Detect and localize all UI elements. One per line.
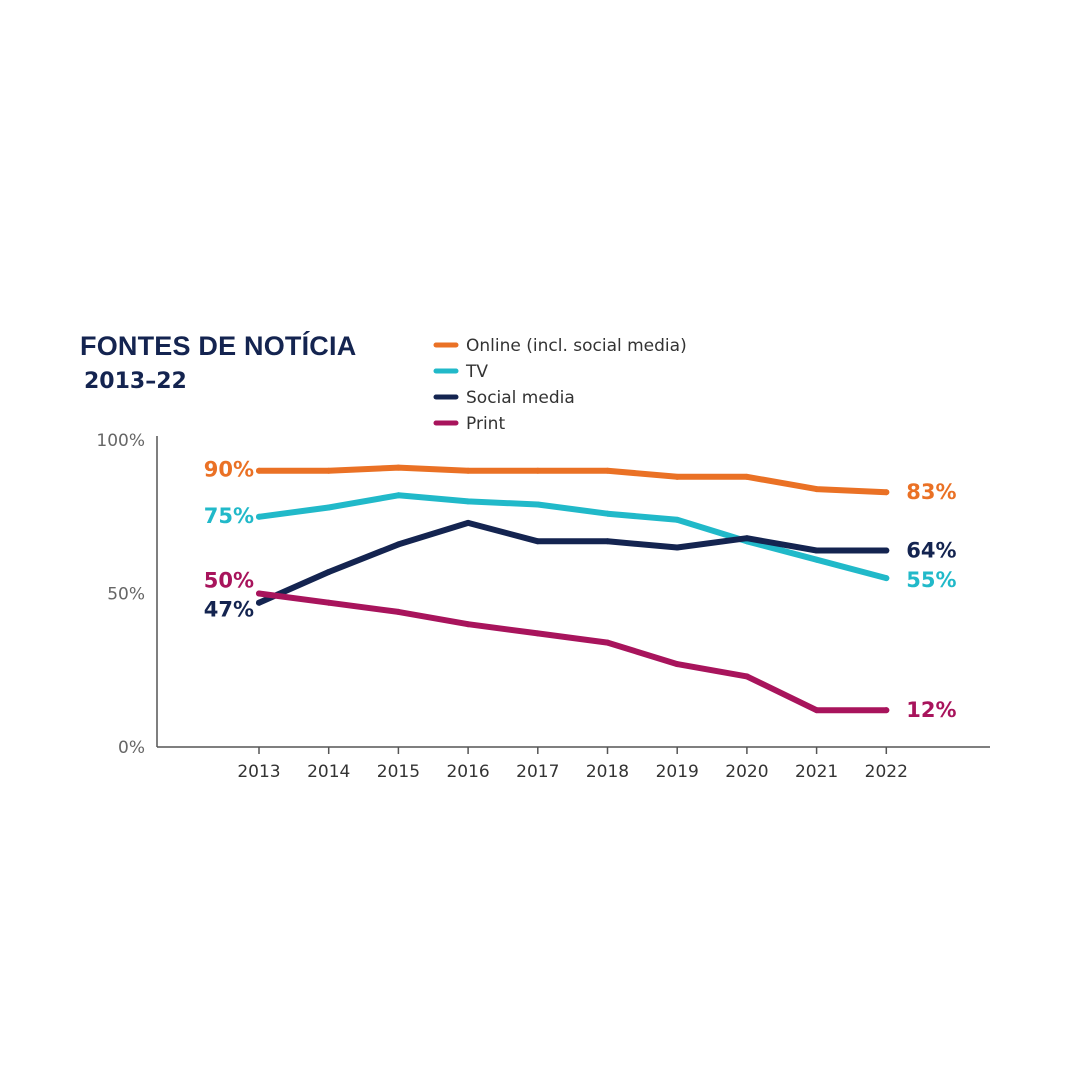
data-point (465, 519, 472, 526)
data-point (256, 590, 262, 597)
data-point (534, 501, 541, 508)
data-point (325, 569, 332, 576)
chart-subtitle: 2013–22 (84, 369, 187, 394)
data-point (256, 467, 262, 474)
data-point (465, 498, 472, 505)
data-point (813, 547, 820, 554)
start-value-label: 50% (204, 569, 254, 593)
x-tick-label: 2022 (865, 762, 908, 782)
data-point (883, 575, 890, 582)
legend-label: TV (465, 362, 488, 382)
data-point (534, 538, 541, 545)
y-tick-label: 50% (107, 585, 145, 605)
data-point (813, 707, 820, 714)
data-point (325, 467, 332, 474)
data-point (883, 489, 890, 496)
data-point (674, 661, 681, 668)
x-tick-label: 2020 (725, 762, 768, 782)
series-line-2 (256, 519, 890, 606)
series-line-0 (256, 464, 890, 496)
x-tick-label: 2016 (446, 762, 489, 782)
data-point (395, 492, 402, 499)
data-point (465, 621, 472, 628)
data-point (674, 473, 681, 480)
series-line-1 (256, 492, 890, 582)
data-point (883, 547, 890, 554)
x-tick-label: 2013 (237, 762, 280, 782)
chart-title: FONTES DE NOTÍCIA (80, 331, 357, 361)
x-tick-label: 2014 (307, 762, 350, 782)
data-point (604, 639, 611, 646)
data-point (604, 538, 611, 545)
x-tick-label: 2018 (586, 762, 629, 782)
y-tick-label: 0% (118, 738, 145, 758)
data-point (325, 504, 332, 511)
start-value-label: 47% (204, 598, 254, 622)
data-point (743, 473, 750, 480)
end-value-label: 12% (906, 698, 956, 722)
start-value-label: 90% (204, 458, 254, 482)
legend-label: Online (incl. social media) (466, 336, 687, 356)
data-point (465, 467, 472, 474)
data-point (883, 707, 890, 714)
data-point (604, 510, 611, 517)
data-point (743, 673, 750, 680)
data-point (674, 516, 681, 523)
legend-label: Print (466, 414, 505, 434)
x-tick-label: 2019 (656, 762, 699, 782)
data-point (395, 608, 402, 615)
y-tick-label: 100% (96, 431, 145, 451)
x-tick-label: 2017 (516, 762, 559, 782)
data-point (534, 467, 541, 474)
data-point (534, 630, 541, 637)
data-point (395, 541, 402, 548)
series-line-3 (256, 590, 890, 714)
x-tick-label: 2015 (377, 762, 420, 782)
data-point (395, 464, 402, 471)
legend-label: Social media (466, 388, 575, 408)
data-point (256, 599, 262, 606)
data-point (813, 486, 820, 493)
end-value-label: 64% (906, 539, 956, 563)
data-point (674, 544, 681, 551)
data-point (813, 556, 820, 563)
start-value-label: 75% (204, 504, 254, 528)
data-point (256, 513, 262, 520)
end-value-label: 83% (906, 480, 956, 504)
end-value-label: 55% (906, 568, 956, 592)
data-point (604, 467, 611, 474)
data-point (325, 599, 332, 606)
data-point (743, 535, 750, 542)
x-tick-label: 2021 (795, 762, 838, 782)
